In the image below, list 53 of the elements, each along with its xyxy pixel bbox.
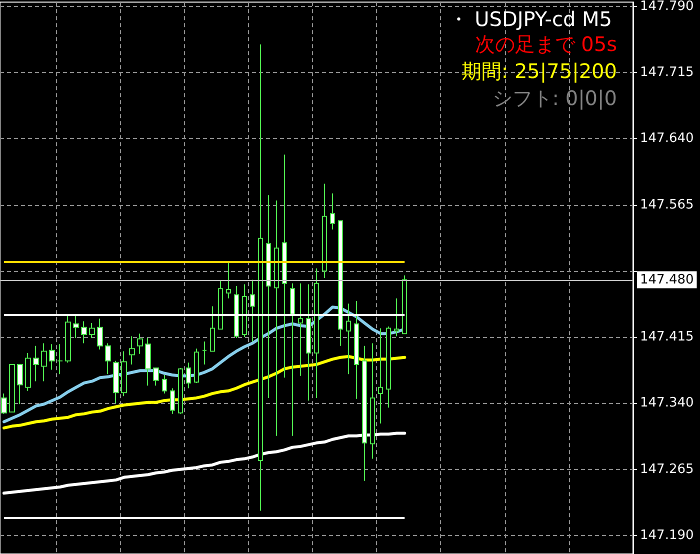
y-tick-label: 147.640: [640, 131, 694, 146]
candlestick: [322, 183, 327, 279]
y-tick-label: 147.190: [640, 528, 694, 543]
candlestick: [129, 336, 135, 365]
candlestick: [386, 326, 391, 408]
y-tick-label: 147.790: [640, 0, 694, 14]
candlestick: [298, 282, 303, 376]
candlestick: [81, 320, 87, 344]
candlestick: [242, 284, 247, 338]
annotation: 次の足まで 05s: [474, 31, 617, 58]
candlestick: [57, 344, 63, 375]
candlestick: [346, 303, 351, 375]
candlestick: [394, 298, 399, 337]
y-tick-label: 147.265: [640, 462, 694, 477]
candlestick: [33, 345, 39, 382]
candlestick: [194, 348, 199, 384]
candlestick: [41, 342, 47, 382]
y-tick-label: 147.415: [640, 330, 694, 345]
candlestick: [97, 318, 103, 350]
chart-title: ・ USDJPY-cd M5: [448, 7, 612, 31]
annotation: シフト: 0|0|0: [491, 85, 617, 112]
candlestick: [121, 350, 127, 397]
candlestick: [65, 314, 71, 364]
candlestick: [218, 280, 223, 330]
candlestick: [402, 274, 407, 334]
candlestick: [314, 268, 319, 398]
annotation: 期間: 25|75|200: [461, 58, 617, 85]
candlestick: [49, 344, 55, 370]
candlestick: [170, 388, 175, 414]
candlestick: [137, 333, 143, 354]
y-tick-label: 147.715: [640, 65, 694, 80]
candlestick: [370, 342, 375, 460]
candlestick: [25, 352, 31, 392]
candlestick: [186, 362, 191, 389]
candlestick: [178, 367, 183, 414]
candlestick: [17, 364, 23, 405]
candlestick: [9, 364, 15, 413]
candlestick: [105, 342, 111, 375]
candlestick: [258, 44, 263, 512]
candlestick: [89, 322, 95, 338]
candlestick: [330, 192, 335, 230]
candlestick: [202, 341, 207, 365]
y-tick-label: 147.340: [640, 396, 694, 411]
candlestick: [153, 367, 159, 386]
candlestick: [378, 328, 383, 424]
candlestick: [113, 360, 119, 404]
y-tick-label: 147.565: [640, 197, 694, 212]
candlestick: [210, 306, 215, 352]
ref-line-label: 147.480: [640, 272, 694, 288]
candlestick: [145, 338, 151, 386]
candlestick: [274, 200, 279, 436]
candlestick: [226, 262, 231, 299]
candlestick: [162, 374, 167, 394]
